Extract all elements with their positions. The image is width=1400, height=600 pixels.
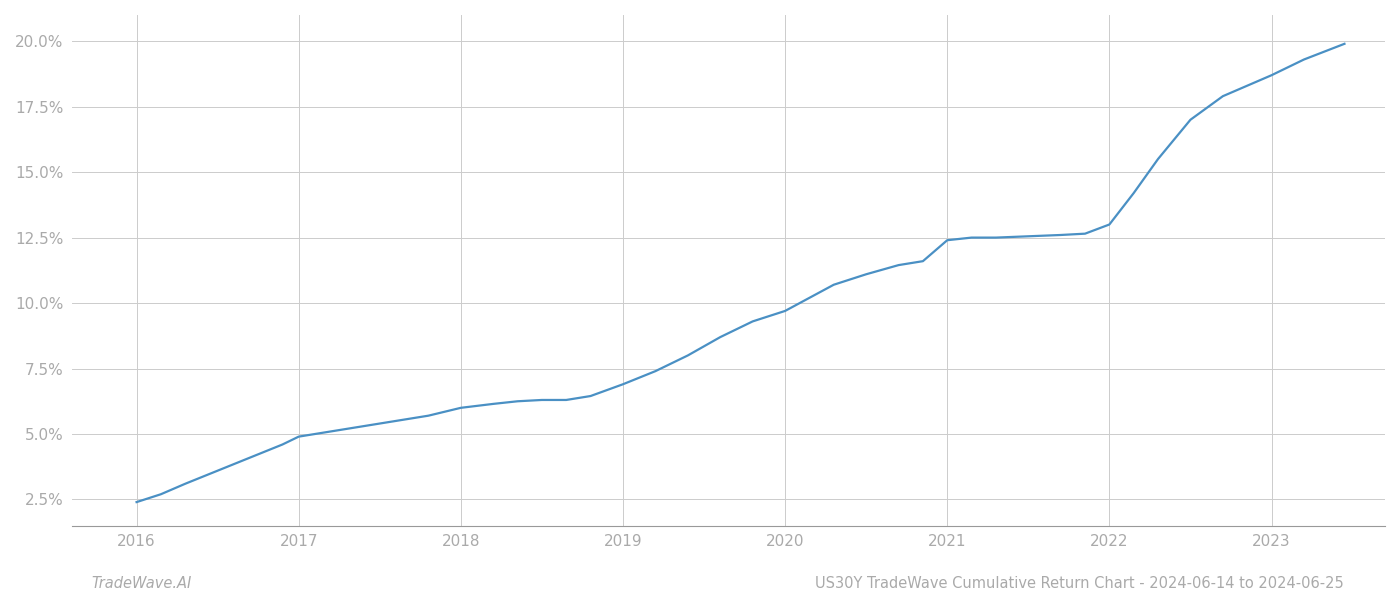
Text: US30Y TradeWave Cumulative Return Chart - 2024-06-14 to 2024-06-25: US30Y TradeWave Cumulative Return Chart …	[815, 576, 1344, 591]
Text: TradeWave.AI: TradeWave.AI	[91, 576, 192, 591]
